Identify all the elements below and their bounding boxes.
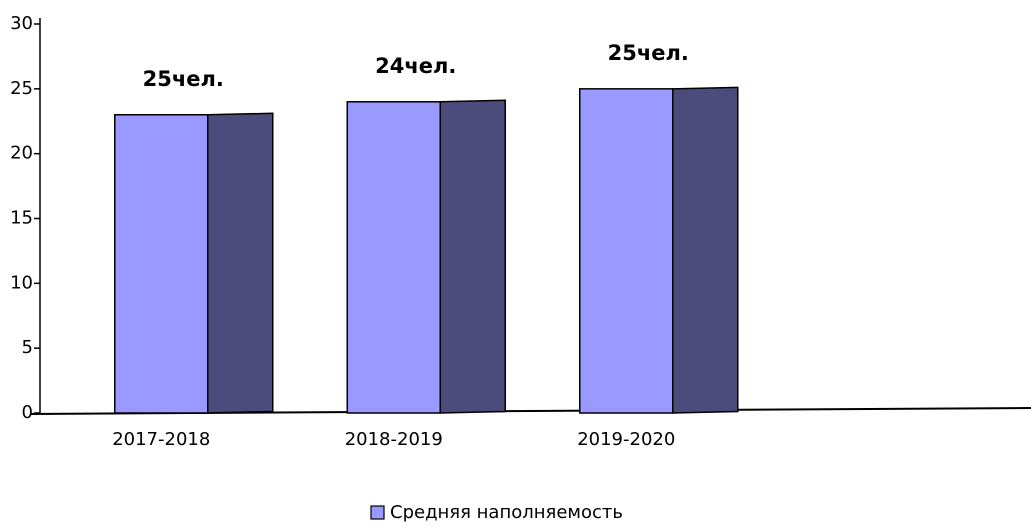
y-tick-label: 0 (22, 402, 33, 423)
bar (346, 101, 441, 414)
bar (579, 88, 674, 414)
bar-side (439, 99, 506, 414)
annotation: 24чел. (375, 54, 456, 78)
annotation: 25чел. (608, 41, 689, 65)
legend-swatch (370, 505, 385, 520)
y-tick-label: 20 (10, 143, 33, 164)
x-tick-label: 2019-2020 (577, 429, 675, 450)
y-tick-label: 30 (10, 13, 33, 34)
annotation: 25чел. (143, 67, 224, 91)
y-tick-label: 10 (10, 272, 33, 293)
legend-label: Средняя наполняемость (390, 502, 623, 523)
bar (114, 114, 209, 414)
y-tick-label: 25 (10, 78, 33, 99)
x-tick-label: 2018-2019 (345, 429, 443, 450)
y-tick-label: 5 (22, 337, 33, 358)
bar-side (207, 112, 274, 414)
bar-side (672, 86, 739, 414)
y-tick-label: 15 (10, 208, 33, 229)
x-tick-label: 2017-2018 (112, 429, 210, 450)
